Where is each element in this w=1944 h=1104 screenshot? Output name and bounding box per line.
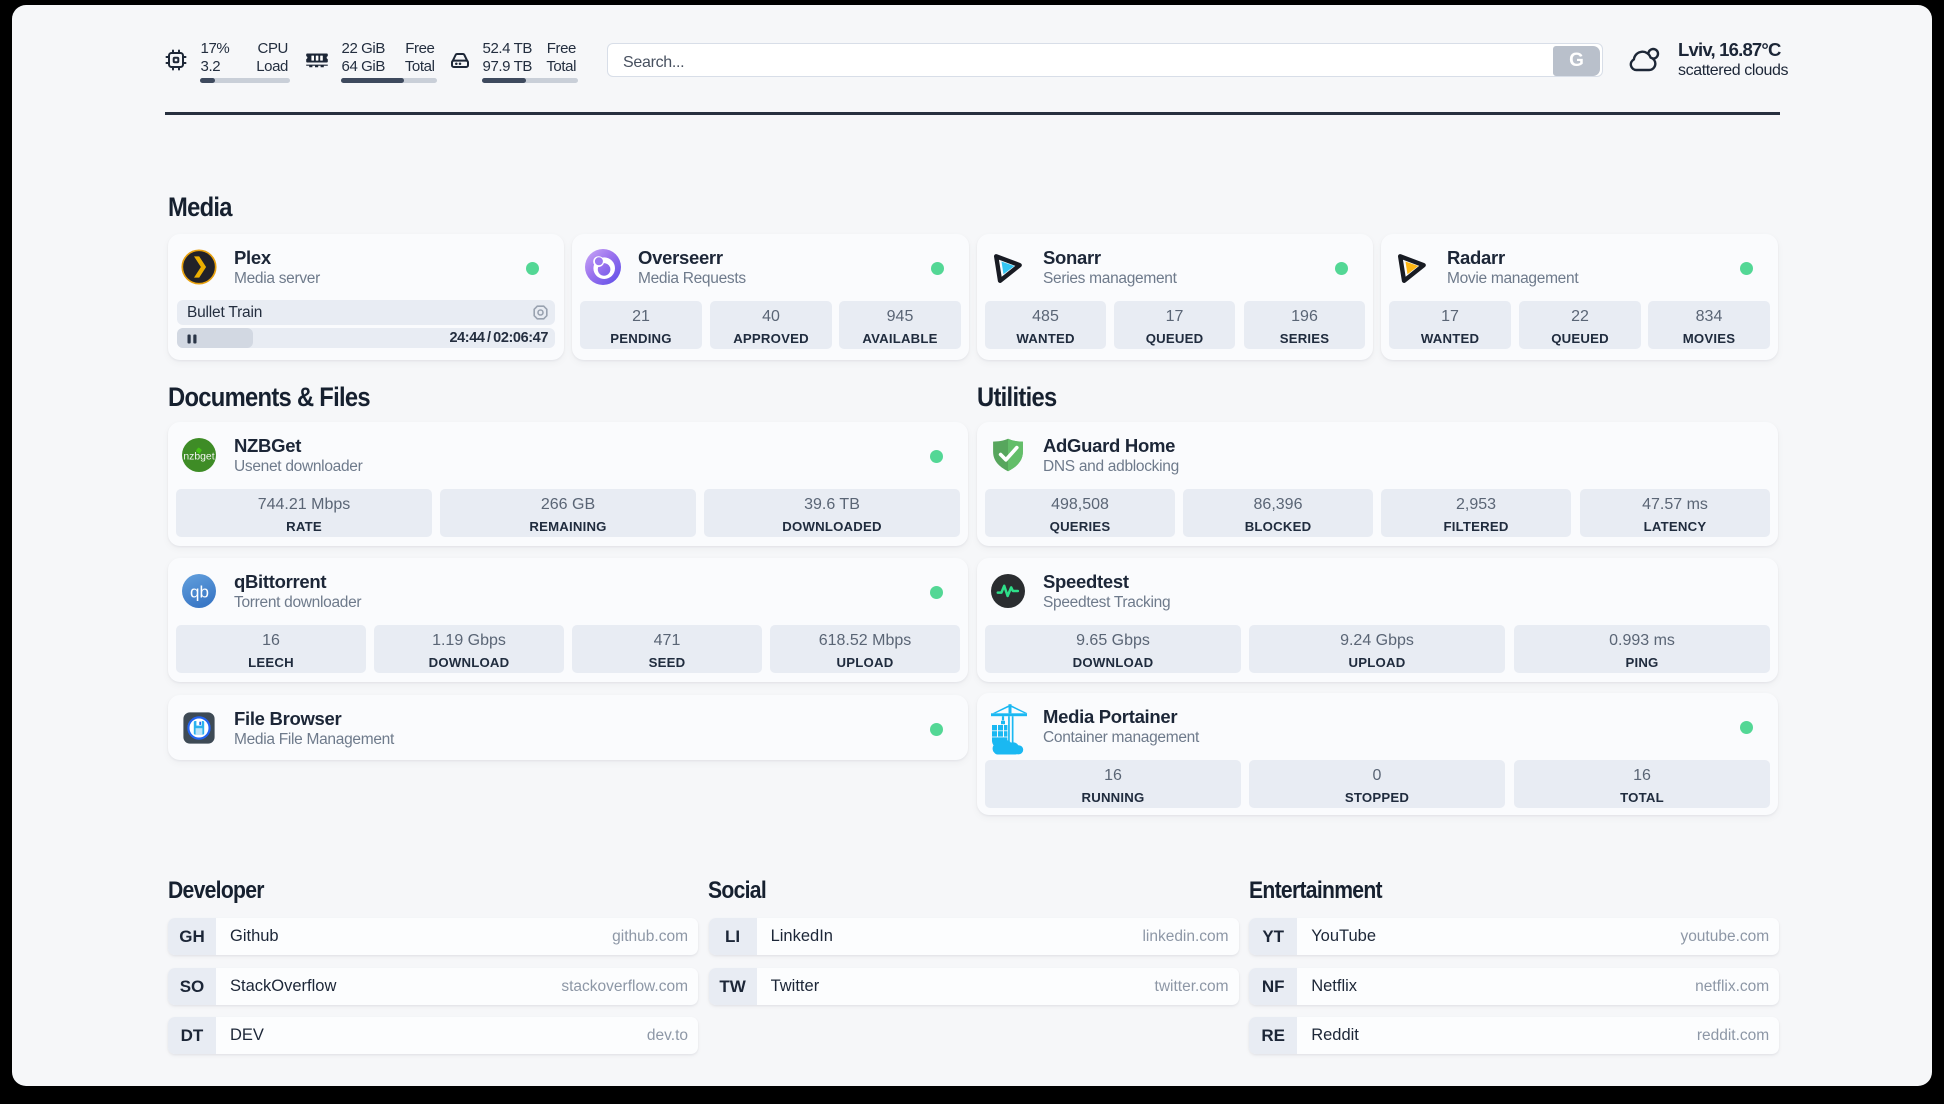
svg-text:qb: qb [190, 583, 209, 602]
svg-text:nzbget: nzbget [183, 452, 214, 463]
